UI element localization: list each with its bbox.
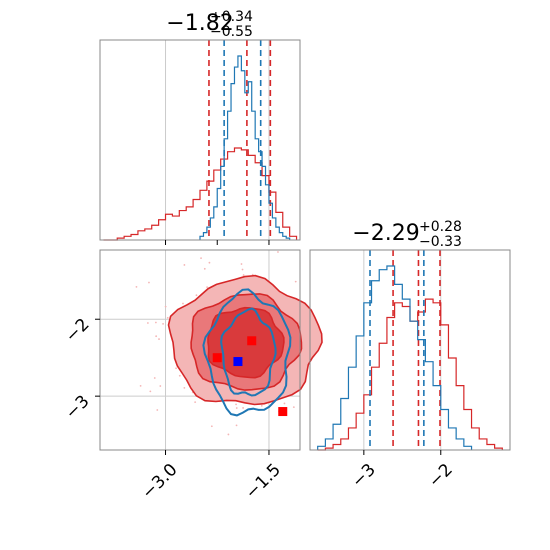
bottom-left-sample-point [178, 374, 181, 377]
bottom-left-marker-1 [247, 336, 257, 346]
bottom-left-sample-point [235, 407, 238, 409]
bottom-right-histogram-panel: −3 −2 [309, 249, 511, 492]
bottom-left-marker-0 [212, 353, 222, 363]
bottom-left-contour-panel: −3.0 −1.5 −2 −3 [62, 249, 323, 503]
bottom-left-sample-point [166, 316, 169, 319]
bottom-left-sample-point [277, 251, 279, 253]
bottom-left-marker-2 [278, 407, 288, 417]
bottom-left-xtick-label: −3.0 [138, 460, 181, 503]
bottom-right-xtick-label: −3 [348, 460, 380, 492]
bottom-left-sample-point [182, 302, 184, 305]
bottom-right-histogram-series-1 [317, 265, 473, 450]
bottom-left-sample-point [260, 404, 263, 407]
bottom-right-frame [309, 249, 511, 451]
bottom-left-sample-point [210, 425, 213, 428]
bottom-left-blue-contour-1 [202, 288, 292, 417]
bottom-left-sample-point [206, 286, 208, 289]
bottom-left-sample-point [153, 377, 156, 379]
bottom-left-sample-point [183, 264, 186, 266]
bottom-left-sample-point [235, 403, 237, 406]
bottom-right-title-sup: +0.28 [419, 219, 462, 235]
bottom-left-sample-point [294, 280, 297, 283]
bottom-left-sample-point [194, 401, 197, 403]
bottom-left-sample-point [242, 274, 245, 276]
bottom-left-sample-point [200, 257, 202, 260]
top-left-title: −1.82 [166, 11, 233, 36]
bottom-left-sample-point [158, 338, 160, 340]
bottom-left-frame [99, 249, 301, 451]
top-left-title-sub: −0.55 [210, 24, 253, 40]
bottom-right-title-sub: −0.33 [419, 234, 462, 250]
bottom-left-ytick-label: −3 [62, 392, 94, 424]
bottom-left-sample-point [283, 402, 286, 405]
bottom-left-sample-point [208, 261, 211, 264]
bottom-left-sample-point [203, 267, 206, 270]
bottom-left-ytick-label: −2 [62, 315, 94, 347]
bottom-left-sample-point [154, 321, 157, 324]
top-left-frame [99, 39, 301, 241]
bottom-left-sample-point [159, 385, 162, 387]
bottom-left-sample-point [240, 263, 243, 265]
bottom-left-sample-point [175, 367, 177, 370]
top-left-histogram-panel [99, 39, 301, 245]
bottom-left-marker-3 [233, 357, 243, 367]
top-left-histogram-series-1 [199, 55, 291, 240]
top-left-title-sup: +0.34 [210, 9, 253, 25]
top-left-title-value: −1.82 [166, 11, 233, 36]
bottom-left-sample-point [235, 424, 238, 427]
bottom-left-sample-point [227, 433, 230, 436]
bottom-right-title-value: −2.29 [352, 221, 419, 246]
bottom-left-sample-point [148, 281, 150, 284]
bottom-left-sample-point [139, 384, 142, 387]
bottom-left-sample-point [162, 322, 164, 325]
bottom-left-sample-point [164, 305, 167, 308]
bottom-left-sample-point [156, 409, 159, 411]
bottom-right-xtick-label: −2 [425, 460, 457, 492]
bottom-right-title: −2.29 [352, 221, 419, 246]
bottom-left-sample-point [146, 322, 149, 324]
top-left-histogram-series-0 [103, 147, 298, 241]
bottom-left-sample-point [242, 407, 244, 409]
bottom-left-sample-point [155, 335, 158, 338]
bottom-left-sample-point [149, 390, 152, 393]
bottom-left-sample-point [135, 285, 138, 288]
bottom-left-xtick-label: −1.5 [242, 460, 285, 503]
bottom-left-blue-contour-0 [220, 307, 277, 397]
bottom-left-sample-point [292, 406, 295, 409]
bottom-left-sample-point [241, 268, 244, 271]
bottom-left-sample-point [183, 386, 186, 389]
bottom-left-sample-point [195, 294, 198, 297]
